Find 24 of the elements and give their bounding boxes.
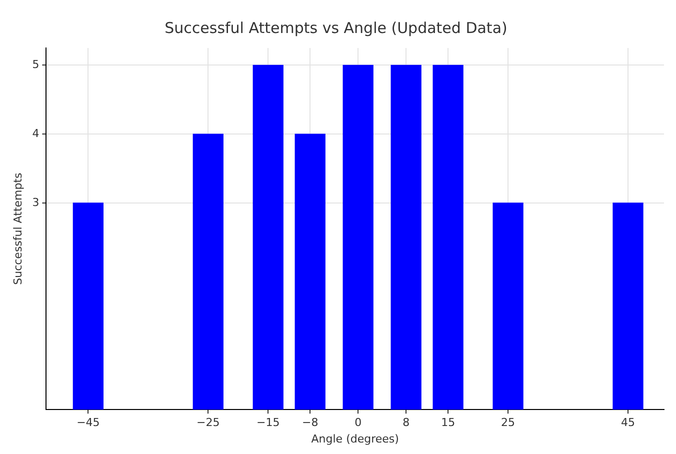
x-tick-label: −15 [256,416,280,430]
x-tick-label: 8 [402,416,410,430]
x-tick-label: 0 [354,416,362,430]
x-axis-title: Angle (degrees) [311,432,399,446]
x-tick-label: 25 [501,416,516,430]
x-tick-label: 15 [441,416,456,430]
bar [72,202,104,410]
y-axis-title: Successful Attempts [11,172,24,285]
x-tick-label: −45 [76,416,100,430]
x-tick-label: −25 [196,416,220,430]
x-tick-label: 45 [621,416,636,430]
bar [390,64,422,410]
bar [192,134,224,410]
bar [612,202,644,410]
bar [294,134,326,410]
bar [432,64,464,410]
y-tick-label: 4 [32,126,40,140]
x-tick-label: −8 [302,416,318,430]
y-tick-label: 5 [32,58,40,72]
bar [342,64,374,410]
y-tick-label: 3 [32,196,40,209]
bar [252,64,284,410]
bar [492,202,524,410]
chart-title: Successful Attempts vs Angle (Updated Data) [164,18,508,37]
